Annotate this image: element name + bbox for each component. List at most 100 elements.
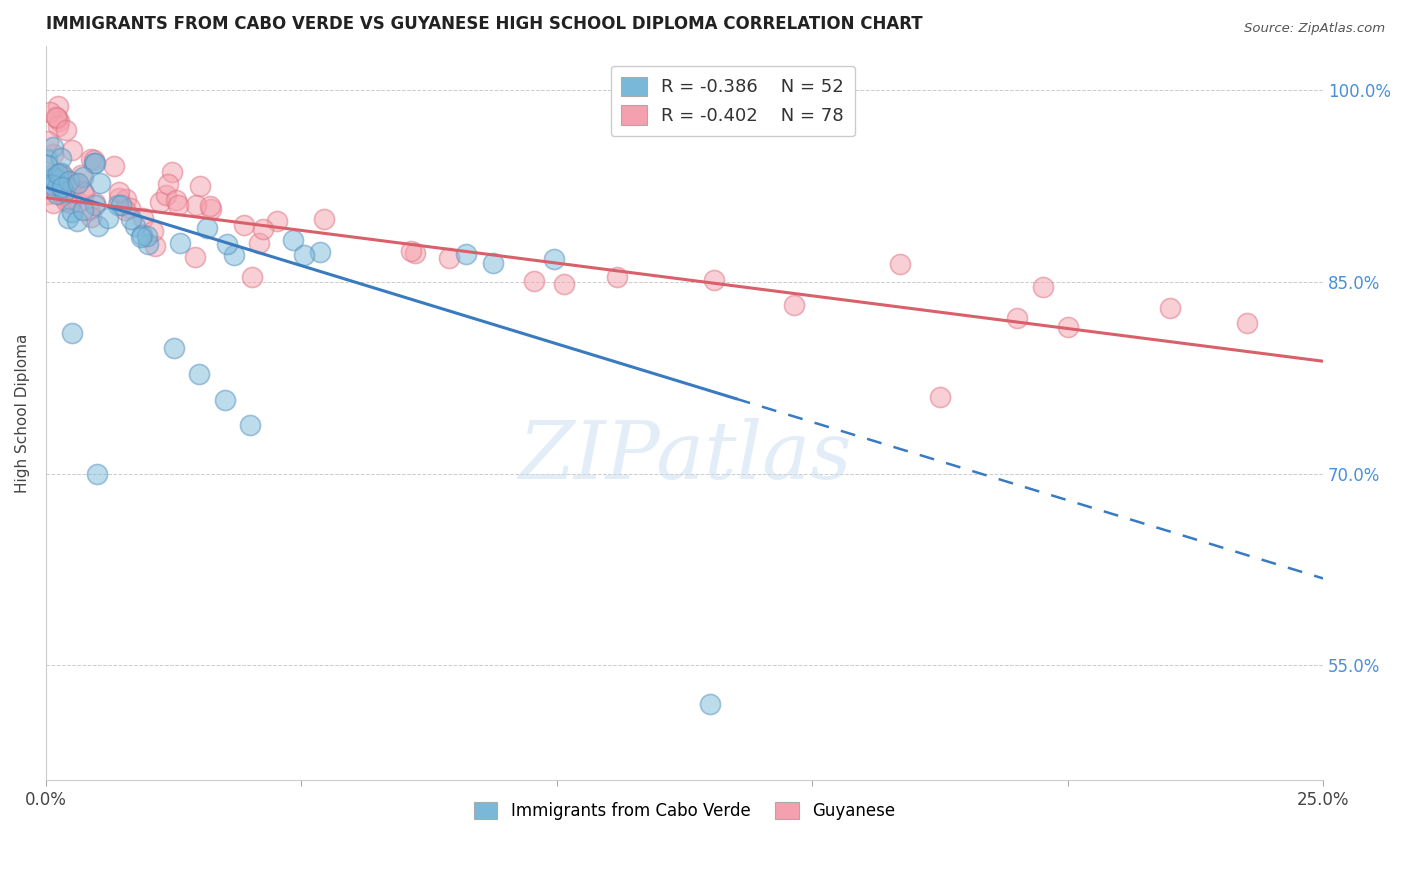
Point bbox=[214, 392, 236, 407]
Point bbox=[96, 211, 118, 225]
Point bbox=[249, 235, 271, 250]
Point bbox=[49, 176, 72, 190]
Point bbox=[200, 202, 222, 217]
Point bbox=[49, 151, 72, 165]
Point bbox=[606, 270, 628, 285]
Point bbox=[80, 152, 103, 166]
Point bbox=[83, 156, 105, 170]
Point bbox=[80, 210, 103, 224]
Point bbox=[42, 171, 65, 186]
Point bbox=[439, 251, 461, 265]
Point bbox=[107, 191, 129, 205]
Point bbox=[404, 246, 426, 260]
Point bbox=[45, 110, 67, 124]
Point bbox=[55, 194, 77, 208]
Point bbox=[232, 218, 254, 232]
Point bbox=[184, 197, 207, 211]
Point bbox=[239, 418, 262, 433]
Point bbox=[84, 196, 107, 211]
Point bbox=[553, 277, 575, 291]
Point bbox=[120, 211, 142, 226]
Point bbox=[35, 187, 58, 202]
Point bbox=[190, 179, 212, 194]
Point bbox=[60, 326, 83, 340]
Point bbox=[86, 467, 108, 481]
Point bbox=[114, 192, 136, 206]
Point bbox=[188, 367, 211, 381]
Point bbox=[77, 202, 100, 217]
Point bbox=[156, 178, 179, 192]
Point bbox=[314, 211, 336, 226]
Point bbox=[46, 119, 69, 133]
Point bbox=[49, 167, 72, 181]
Point bbox=[1159, 301, 1181, 315]
Point bbox=[222, 248, 245, 262]
Point bbox=[523, 274, 546, 288]
Point bbox=[167, 197, 190, 211]
Point bbox=[163, 342, 186, 356]
Point bbox=[41, 140, 63, 154]
Point bbox=[252, 222, 274, 236]
Point bbox=[308, 245, 330, 260]
Point bbox=[58, 211, 80, 225]
Point bbox=[55, 122, 77, 136]
Point bbox=[35, 158, 58, 172]
Point bbox=[37, 134, 59, 148]
Point bbox=[66, 214, 89, 228]
Point bbox=[89, 176, 111, 190]
Point bbox=[66, 194, 89, 209]
Point bbox=[240, 270, 263, 285]
Point bbox=[699, 697, 721, 711]
Point bbox=[59, 195, 82, 210]
Point bbox=[1005, 310, 1028, 325]
Legend: Immigrants from Cabo Verde, Guyanese: Immigrants from Cabo Verde, Guyanese bbox=[467, 796, 901, 827]
Point bbox=[42, 178, 65, 192]
Point bbox=[141, 224, 163, 238]
Point bbox=[107, 198, 129, 212]
Point bbox=[266, 214, 288, 228]
Point bbox=[60, 205, 83, 219]
Point bbox=[46, 178, 69, 192]
Point bbox=[46, 99, 69, 113]
Point bbox=[160, 165, 183, 179]
Point bbox=[60, 175, 83, 189]
Point bbox=[52, 169, 75, 183]
Point bbox=[155, 188, 177, 202]
Point bbox=[136, 228, 159, 243]
Point bbox=[51, 179, 73, 194]
Point bbox=[454, 247, 477, 261]
Point bbox=[84, 156, 107, 170]
Point bbox=[107, 185, 129, 199]
Point bbox=[131, 227, 153, 242]
Point bbox=[1032, 279, 1054, 293]
Point bbox=[59, 193, 82, 207]
Point bbox=[46, 172, 69, 186]
Point bbox=[49, 166, 72, 180]
Point bbox=[169, 235, 191, 250]
Point bbox=[929, 390, 952, 404]
Point bbox=[543, 252, 565, 266]
Point bbox=[44, 171, 66, 186]
Point bbox=[294, 248, 316, 262]
Point bbox=[39, 169, 62, 183]
Point bbox=[52, 185, 75, 199]
Point bbox=[1236, 316, 1258, 330]
Point bbox=[889, 257, 911, 271]
Point bbox=[46, 111, 69, 125]
Text: ZIPatlas: ZIPatlas bbox=[517, 418, 851, 496]
Point bbox=[39, 105, 62, 120]
Point bbox=[399, 244, 422, 258]
Text: IMMIGRANTS FROM CABO VERDE VS GUYANESE HIGH SCHOOL DIPLOMA CORRELATION CHART: IMMIGRANTS FROM CABO VERDE VS GUYANESE H… bbox=[46, 15, 922, 33]
Point bbox=[51, 188, 73, 202]
Point bbox=[149, 195, 172, 210]
Point bbox=[58, 174, 80, 188]
Point bbox=[58, 181, 80, 195]
Point bbox=[42, 196, 65, 211]
Point bbox=[72, 169, 94, 184]
Point bbox=[1056, 319, 1078, 334]
Point bbox=[72, 186, 94, 200]
Text: Source: ZipAtlas.com: Source: ZipAtlas.com bbox=[1244, 22, 1385, 36]
Point bbox=[129, 229, 152, 244]
Point bbox=[46, 186, 69, 201]
Point bbox=[118, 201, 141, 215]
